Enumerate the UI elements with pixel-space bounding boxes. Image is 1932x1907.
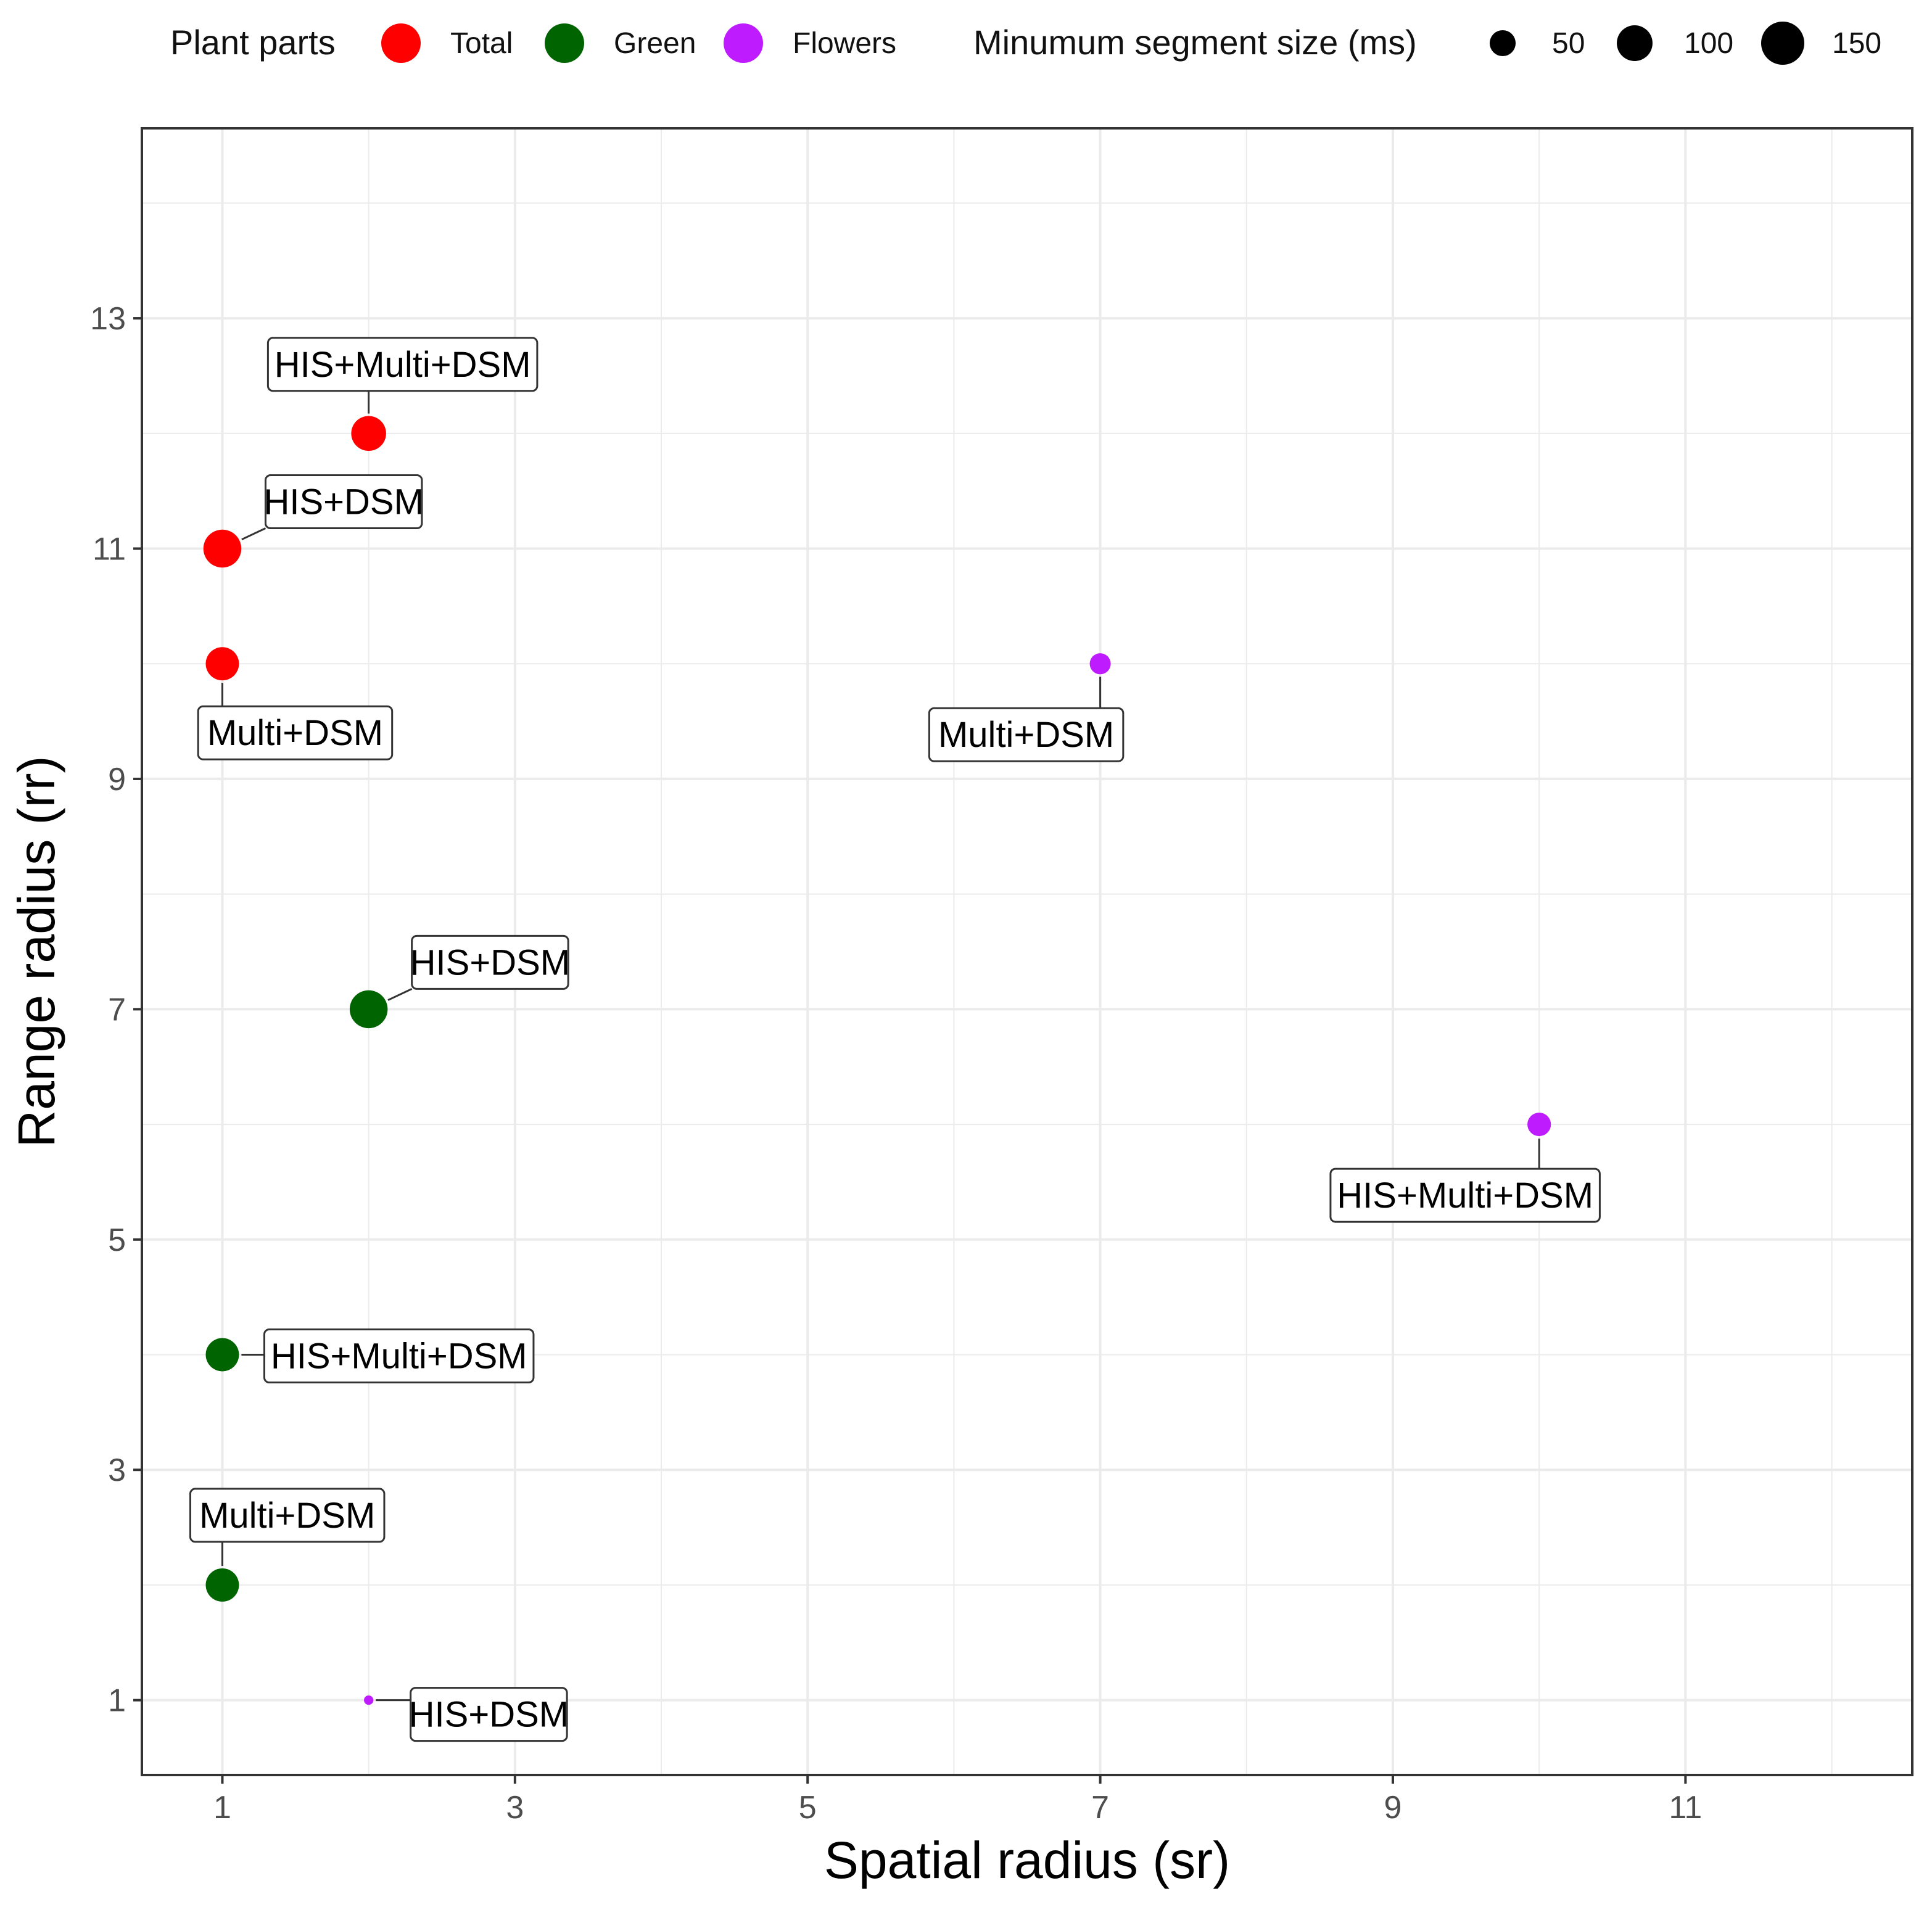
- legend-color-key: [545, 23, 584, 63]
- label-leader-line: [241, 527, 266, 541]
- data-point: [349, 990, 388, 1029]
- legend-color-key: [724, 23, 763, 63]
- grid-layer: [142, 128, 1912, 1775]
- color-legend-title: Plant parts: [170, 23, 336, 62]
- legend-color-label: Flowers: [793, 27, 896, 60]
- point-label: Multi+DSM: [189, 1488, 386, 1566]
- data-point: [364, 1695, 374, 1705]
- label-box: [264, 474, 423, 530]
- x-tick-label: 3: [506, 1790, 524, 1826]
- point-label: HIS+DSM: [376, 1687, 569, 1742]
- point-label: Multi+DSM: [197, 683, 394, 760]
- y-tick-label: 11: [93, 532, 126, 567]
- point-layer: [203, 416, 1551, 1705]
- label-box: [410, 1687, 568, 1742]
- panel-border: [141, 127, 1913, 1776]
- point-label: HIS+Multi+DSM: [266, 337, 539, 414]
- label-text: HIS+Multi+DSM: [1337, 1176, 1593, 1216]
- data-point: [1089, 653, 1111, 675]
- label-box: [263, 1328, 535, 1383]
- legend-size-label: 50: [1552, 27, 1585, 60]
- label-box: [928, 707, 1125, 762]
- legend: Plant parts Minumum segment size (ms) To…: [170, 22, 1881, 65]
- x-axis-label: Spatial radius (sr): [824, 1831, 1230, 1889]
- label-box: [266, 337, 539, 392]
- y-tick-label: 1: [108, 1683, 126, 1719]
- point-label: HIS+DSM: [241, 474, 424, 541]
- label-leader-line: [387, 987, 413, 1001]
- x-tick-label: 5: [799, 1790, 817, 1826]
- y-axis-label: Range radius (rr): [7, 756, 65, 1148]
- data-point: [351, 416, 386, 451]
- x-tick-label: 11: [1669, 1790, 1702, 1826]
- legend-size-key: [1761, 22, 1804, 65]
- legend-color-key: [381, 23, 421, 63]
- label-text: HIS+DSM: [263, 482, 423, 522]
- y-tick-label: 13: [90, 301, 126, 337]
- label-box: [189, 1488, 386, 1543]
- size-legend-title: Minumum segment size (ms): [973, 23, 1417, 62]
- legend-size-key: [1489, 30, 1516, 57]
- data-point: [1527, 1113, 1551, 1137]
- label-box: [197, 705, 394, 760]
- x-tick-label: 1: [213, 1790, 231, 1826]
- y-tick-label: 3: [108, 1452, 126, 1488]
- label-text: Multi+DSM: [938, 715, 1114, 755]
- label-text: HIS+DSM: [410, 942, 570, 982]
- legend-size-label: 100: [1684, 27, 1733, 60]
- data-point: [205, 1338, 239, 1372]
- legend-size-label: 150: [1832, 27, 1881, 60]
- y-tick-label: 7: [108, 992, 126, 1028]
- legend-color-label: Green: [614, 27, 696, 60]
- label-layer: HIS+Multi+DSM HIS+DSM Multi+DSM Multi+DSM HI…: [189, 337, 1601, 1742]
- data-point: [203, 529, 242, 568]
- label-text: HIS+DSM: [409, 1695, 569, 1735]
- label-text: HIS+Multi+DSM: [275, 345, 531, 385]
- label-text: Multi+DSM: [207, 713, 383, 753]
- point-label: HIS+Multi+DSM: [1329, 1139, 1601, 1223]
- y-tick-label: 5: [108, 1222, 126, 1258]
- x-tick-label: 9: [1384, 1790, 1402, 1826]
- y-tick-label: 9: [108, 762, 126, 797]
- data-point: [205, 647, 239, 681]
- legend-color-label: Total: [450, 27, 513, 60]
- label-text: HIS+Multi+DSM: [271, 1336, 527, 1376]
- label-box: [1329, 1168, 1601, 1223]
- legend-size-key: [1617, 25, 1653, 61]
- data-point: [205, 1568, 239, 1602]
- point-label: HIS+DSM: [387, 934, 570, 1001]
- point-label: Multi+DSM: [928, 677, 1125, 762]
- label-text: Multi+DSM: [199, 1496, 375, 1536]
- label-box: [411, 934, 569, 990]
- point-label: HIS+Multi+DSM: [241, 1328, 535, 1383]
- x-tick-label: 7: [1091, 1790, 1109, 1826]
